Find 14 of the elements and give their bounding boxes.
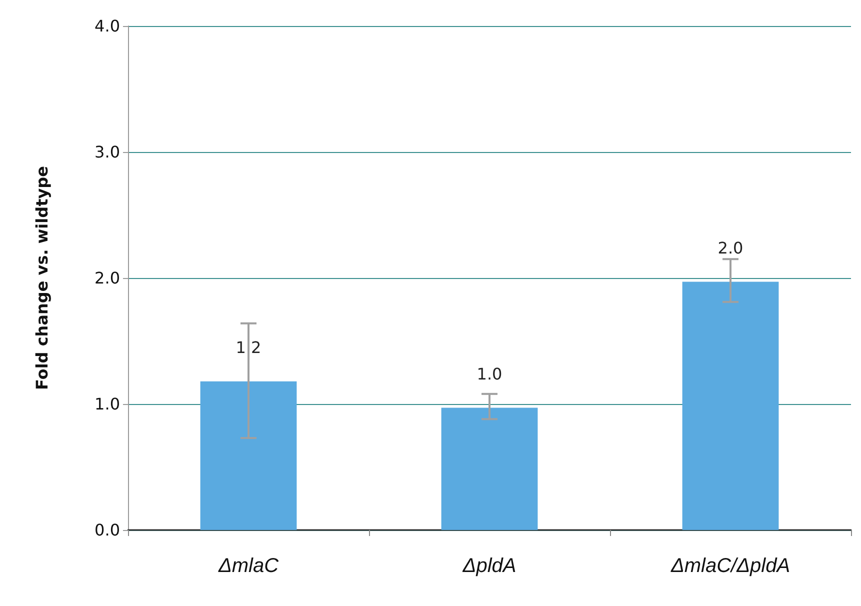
- y-axis-title: Fold change vs. wildtype: [32, 166, 52, 390]
- data-label: 2.0: [718, 238, 744, 258]
- y-tick-label: 0.0: [94, 520, 120, 540]
- y-tick-label: 1.0: [94, 394, 120, 414]
- x-tick-label: ΔmlaC/ΔpldA: [670, 555, 790, 577]
- y-tick-label: 2.0: [94, 268, 120, 288]
- y-tick-label: 4.0: [94, 16, 120, 36]
- bar: [441, 408, 538, 530]
- x-tick-label: ΔmlaC: [217, 555, 280, 577]
- y-tick-label: 3.0: [94, 142, 120, 162]
- bar: [200, 381, 297, 530]
- x-tick-label: ΔpldA: [462, 555, 516, 577]
- bar: [682, 282, 779, 530]
- data-label: 1.0: [476, 364, 502, 384]
